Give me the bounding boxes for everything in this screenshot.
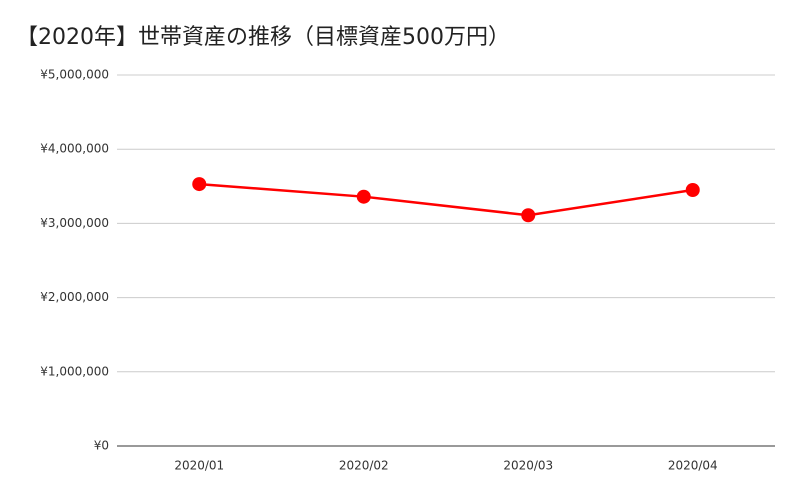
y-tick-label: ¥3,000,000 [40, 216, 109, 230]
y-tick-label: ¥4,000,000 [40, 142, 109, 156]
data-line [199, 182, 693, 217]
y-tick-label: ¥1,000,000 [40, 364, 109, 378]
y-tick-label: ¥5,000,000 [40, 68, 109, 82]
data-point [521, 208, 536, 223]
y-tick-label: ¥0 [94, 439, 109, 453]
y-tick-label: ¥2,000,000 [40, 290, 109, 304]
data-point [356, 189, 371, 204]
x-tick-label: 2020/03 [503, 459, 553, 473]
x-tick-label: 2020/02 [339, 459, 389, 473]
data-point [685, 183, 700, 198]
chart-title: 【2020年】世帯資産の推移（目標資産500万円） [16, 25, 510, 50]
data-point [192, 177, 207, 192]
x-tick-label: 2020/01 [174, 459, 224, 473]
x-tick-label: 2020/04 [668, 459, 718, 473]
